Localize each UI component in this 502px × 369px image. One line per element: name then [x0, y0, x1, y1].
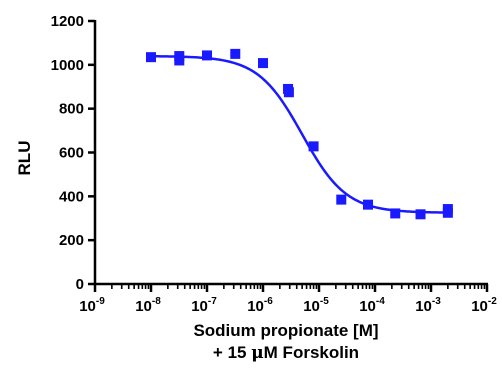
data-point — [442, 207, 453, 218]
y-tick-label: 400 — [59, 188, 84, 205]
x-tick-exponent: -7 — [208, 296, 217, 307]
x-axis-title-line2: + 15 μM Forskolin — [213, 343, 359, 363]
data-point — [390, 208, 401, 219]
x-tick-exponent: -4 — [376, 296, 385, 307]
x-axis-ticks: 10-9 10-8 10-7 10-6 10-5 10-4 10-3 10-2 — [79, 284, 497, 315]
x-tick-exponent: -5 — [320, 296, 329, 307]
x-tick-base: 10 — [79, 298, 96, 315]
x-axis-title-suffix: M Forskolin — [264, 343, 359, 362]
data-point — [202, 50, 212, 61]
y-tick-label: 1200 — [51, 13, 84, 30]
data-point — [258, 58, 268, 69]
data-point — [146, 52, 156, 63]
data-point — [336, 194, 347, 205]
x-tick-exponent: -3 — [432, 296, 441, 307]
x-tick-label: 10-3 — [415, 296, 441, 315]
data-point — [230, 48, 241, 59]
y-axis-ticks: 0 200 400 600 800 1000 1200 — [51, 13, 95, 293]
x-tick-label: 10-7 — [191, 296, 217, 315]
y-tick-label: 0 — [76, 276, 84, 293]
data-point — [363, 199, 374, 210]
x-tick-label: 10-8 — [135, 296, 161, 315]
data-point — [415, 209, 426, 220]
micro-symbol: μ — [251, 343, 263, 363]
x-tick-base: 10 — [247, 298, 264, 315]
x-tick-exponent: -6 — [264, 296, 273, 307]
x-tick-label: 10-9 — [79, 296, 105, 315]
y-tick-label: 200 — [59, 232, 84, 249]
x-axis-title: Sodium propionate [M] — [193, 321, 378, 340]
x-tick-base: 10 — [471, 298, 488, 315]
x-tick-exponent: -8 — [152, 296, 161, 307]
fit-curve — [150, 54, 448, 214]
x-tick-exponent: -9 — [96, 296, 105, 307]
x-tick-base: 10 — [135, 298, 152, 315]
x-tick-base: 10 — [191, 298, 208, 315]
y-tick-label: 800 — [59, 101, 84, 118]
data-points — [146, 48, 453, 220]
x-tick-base: 10 — [359, 298, 376, 315]
data-point — [283, 87, 294, 98]
y-tick-label: 600 — [59, 145, 84, 162]
x-tick-label: 10-2 — [471, 296, 497, 315]
x-tick-base: 10 — [303, 298, 320, 315]
x-tick-base: 10 — [415, 298, 432, 315]
x-tick-label: 10-4 — [359, 296, 385, 315]
x-axis-title-prefix: + 15 — [213, 343, 251, 362]
data-point — [174, 55, 185, 66]
x-tick-label: 10-5 — [303, 296, 329, 315]
y-axis-title: RLU — [15, 141, 34, 176]
data-point — [308, 141, 319, 152]
y-tick-label: 1000 — [51, 57, 84, 74]
x-tick-label: 10-6 — [247, 296, 273, 315]
x-tick-exponent: -2 — [488, 296, 497, 307]
